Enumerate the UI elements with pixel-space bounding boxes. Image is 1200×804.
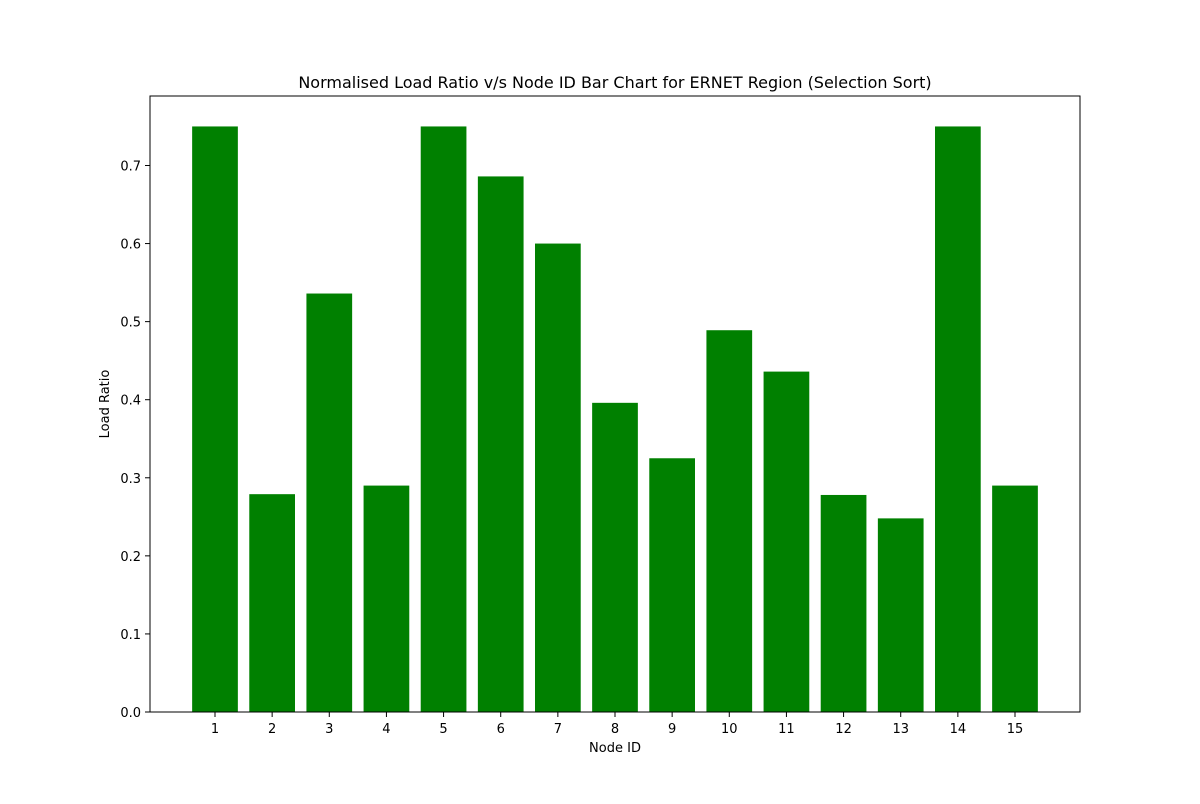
- x-axis: 1 2 3 4 5 6 7 8 9 10 11 12 13 14 15: [211, 712, 1023, 737]
- x-tick-label: 15: [1007, 722, 1024, 737]
- x-tick-label: 3: [325, 722, 333, 737]
- bar-node-2: [249, 494, 295, 712]
- y-axis: 0.0 0.1 0.2 0.3 0.4 0.5 0.6 0.7: [120, 159, 150, 721]
- x-tick-label: 12: [835, 722, 852, 737]
- bar-node-6: [477, 176, 524, 712]
- y-tick-label: 0.7: [120, 159, 141, 174]
- bar-node-5: [420, 126, 467, 712]
- x-tick-label: 14: [950, 722, 967, 737]
- y-tick-label: 0.4: [120, 394, 141, 409]
- plot-area-frame: [149, 95, 1081, 713]
- x-tick-label: 7: [554, 722, 562, 737]
- x-tick-label: 5: [439, 722, 447, 737]
- bar-node-12: [820, 494, 867, 712]
- x-tick-label: 6: [497, 722, 505, 737]
- bar-node-7: [535, 243, 581, 712]
- x-tick-label: 13: [892, 722, 909, 737]
- x-tick-label: 4: [382, 722, 390, 737]
- x-tick-label: 11: [778, 722, 795, 737]
- x-tick-label: 10: [721, 722, 738, 737]
- y-tick-label: 0.5: [120, 316, 141, 331]
- y-tick-label: 0.2: [120, 550, 141, 565]
- bar-node-4: [363, 485, 410, 712]
- y-tick-label: 0.6: [120, 238, 141, 253]
- x-axis-label: Node ID: [589, 741, 641, 756]
- y-axis-label: Load Ratio: [98, 370, 113, 439]
- y-tick-label: 0.3: [120, 472, 141, 487]
- bar-node-8: [592, 402, 638, 712]
- bar-node-15: [992, 485, 1038, 712]
- bar-node-9: [649, 458, 695, 712]
- bar-node-13: [877, 518, 924, 712]
- x-tick-label: 1: [211, 722, 219, 737]
- bar-node-1: [192, 126, 238, 712]
- bar-node-10: [706, 330, 753, 712]
- y-tick-label: 0.1: [120, 628, 141, 643]
- bar-node-14: [935, 126, 981, 712]
- x-tick-label: 2: [268, 722, 276, 737]
- x-tick-label: 9: [668, 722, 676, 737]
- x-tick-label: 8: [611, 722, 619, 737]
- y-tick-label: 0.0: [120, 706, 141, 721]
- chart-title: Normalised Load Ratio v/s Node ID Bar Ch…: [298, 73, 931, 92]
- bar-node-11: [763, 371, 810, 712]
- bars-group: [192, 126, 1038, 712]
- bar-node-3: [306, 293, 353, 712]
